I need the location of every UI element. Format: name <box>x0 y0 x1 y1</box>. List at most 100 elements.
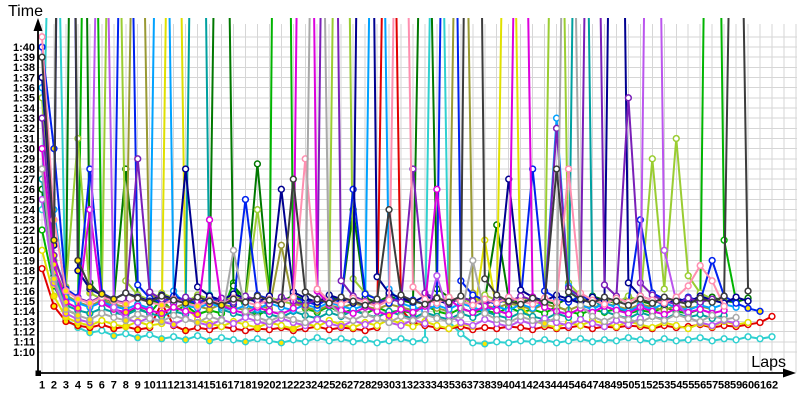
x-tick-label: 42 <box>527 380 539 392</box>
lap-marker <box>349 309 357 318</box>
lap-marker <box>433 294 441 302</box>
lap-marker <box>672 134 680 143</box>
lap-marker <box>134 294 142 302</box>
lap-marker <box>385 337 393 345</box>
x-tick-label: 17 <box>227 380 239 392</box>
lap-marker <box>337 322 345 331</box>
lap-marker <box>385 311 393 320</box>
lap-marker <box>193 332 202 340</box>
x-tick-label: 1 <box>39 380 45 392</box>
lap-marker <box>493 291 501 299</box>
lap-marker <box>517 323 525 332</box>
lap-marker <box>134 325 142 334</box>
x-tick-label: 10 <box>144 380 156 392</box>
lap-marker <box>469 339 477 347</box>
lap-marker <box>86 299 94 307</box>
lap-marker <box>373 314 381 323</box>
lap-marker <box>385 296 393 304</box>
lap-marker <box>720 292 728 300</box>
x-tick-label: 3 <box>63 380 69 392</box>
lap-marker <box>361 310 369 319</box>
lap-marker <box>373 321 381 330</box>
x-tick-label: 53 <box>658 380 670 392</box>
lap-marker <box>253 292 262 300</box>
lap-marker <box>277 311 285 320</box>
lap-marker <box>349 297 357 305</box>
lap-marker <box>588 299 597 307</box>
x-tick-label: 50 <box>622 380 634 392</box>
x-tick-label: 38 <box>479 380 491 392</box>
lap-marker <box>600 336 609 344</box>
lap-marker <box>50 302 58 310</box>
lap-marker <box>648 323 656 332</box>
x-tick-label: 41 <box>515 380 527 392</box>
lap-marker <box>205 297 214 305</box>
lap-marker <box>409 338 417 346</box>
lap-marker <box>708 321 716 330</box>
lap-marker <box>696 261 704 270</box>
lap-marker <box>576 295 585 303</box>
x-tick-label: 44 <box>550 380 563 392</box>
lap-marker <box>433 185 441 193</box>
lap-marker <box>672 337 680 345</box>
lap-marker <box>684 336 692 344</box>
lap-marker <box>552 114 561 122</box>
y-tick-label: 1:11 <box>14 337 35 349</box>
x-tick-label: 2 <box>51 380 57 392</box>
lap-marker <box>421 336 429 344</box>
y-tick-label: 1:22 <box>13 225 35 237</box>
lap-marker <box>289 324 297 333</box>
lap-marker <box>660 310 668 319</box>
x-tick-label: 34 <box>431 380 444 392</box>
lap-marker <box>696 317 704 326</box>
lap-marker <box>205 321 214 330</box>
x-tick-label: 30 <box>383 380 395 392</box>
lap-marker <box>373 339 381 347</box>
lap-marker <box>265 296 274 304</box>
lap-marker <box>528 338 537 346</box>
lap-marker <box>110 313 118 322</box>
x-tick-label: 45 <box>562 380 574 392</box>
lap-marker <box>600 293 609 301</box>
series-layer <box>38 18 776 348</box>
lap-marker <box>648 299 656 307</box>
lap-marker <box>38 195 46 204</box>
x-tick-label: 23 <box>299 380 311 392</box>
lap-marker <box>181 165 190 173</box>
lap-marker <box>696 334 704 342</box>
lap-marker <box>624 309 633 318</box>
lap-marker <box>241 327 250 335</box>
lap-marker <box>361 320 369 329</box>
lap-marker <box>576 301 585 309</box>
y-tick-label: 1:34 <box>13 103 36 115</box>
y-tick-label: 1:15 <box>13 296 35 308</box>
lap-marker <box>241 298 250 306</box>
lap-marker <box>481 340 489 348</box>
x-tick-label: 43 <box>538 380 550 392</box>
lap-marker <box>445 311 453 320</box>
lap-marker <box>193 293 202 301</box>
lap-marker <box>409 316 417 325</box>
lap-marker <box>505 297 513 305</box>
lap-marker <box>505 339 513 347</box>
lap-marker <box>169 333 178 341</box>
lap-marker <box>505 318 513 327</box>
x-tick-label: 37 <box>467 380 479 392</box>
x-tick-label: 35 <box>443 380 455 392</box>
x-tick-label: 62 <box>766 380 778 392</box>
lap-marker <box>181 307 190 315</box>
lap-marker <box>265 317 274 326</box>
lap-marker <box>660 299 668 307</box>
lap-marker <box>169 320 178 329</box>
y-tick-label: 1:37 <box>13 72 35 84</box>
lap-marker <box>433 321 441 330</box>
x-tick-label: 18 <box>239 380 251 392</box>
lap-marker <box>38 114 46 122</box>
x-tick-label: 22 <box>287 380 299 392</box>
lap-marker <box>110 295 118 303</box>
lap-marker <box>600 281 609 289</box>
lap-marker <box>313 334 321 342</box>
lap-marker <box>684 294 692 302</box>
x-tick-label: 4 <box>75 380 82 392</box>
